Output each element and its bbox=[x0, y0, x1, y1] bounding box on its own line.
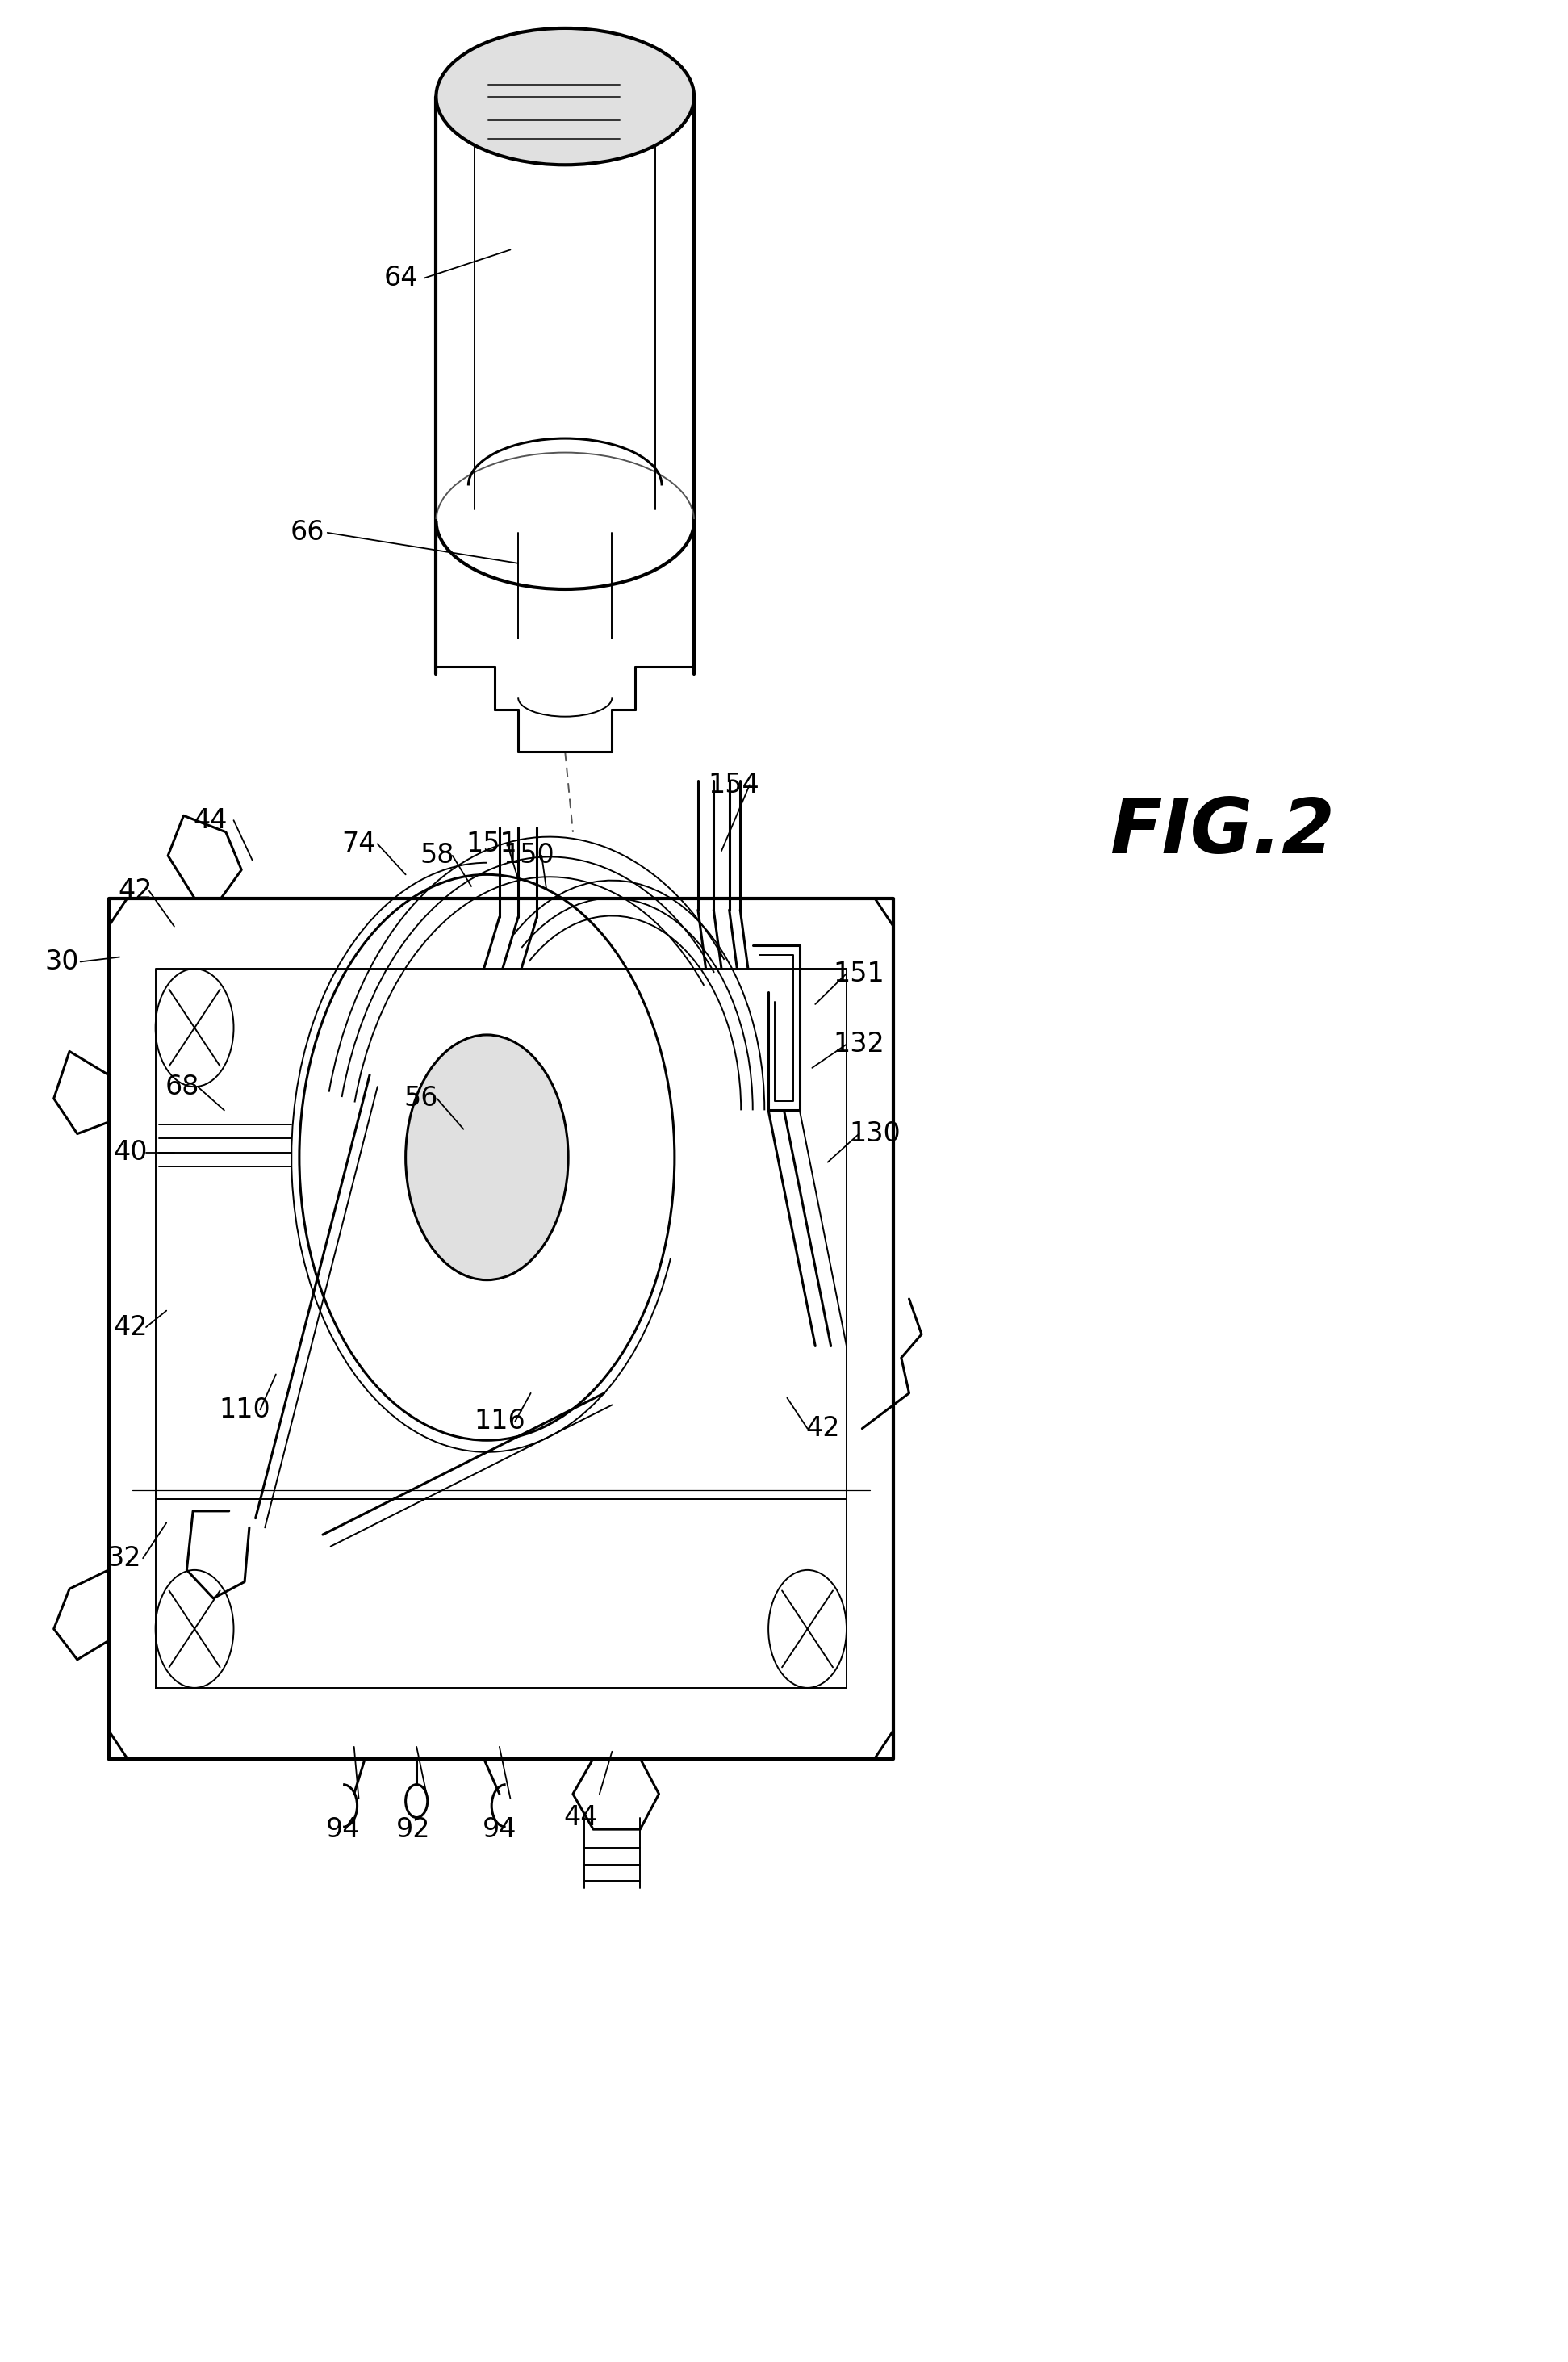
Ellipse shape bbox=[436, 28, 695, 165]
Text: 92: 92 bbox=[397, 1816, 431, 1842]
Text: FIG.2: FIG.2 bbox=[1109, 796, 1334, 869]
Text: 56: 56 bbox=[405, 1084, 439, 1113]
Text: 44: 44 bbox=[563, 1805, 597, 1831]
Text: 58: 58 bbox=[420, 843, 455, 869]
Text: 68: 68 bbox=[165, 1072, 199, 1101]
Text: 40: 40 bbox=[113, 1138, 147, 1167]
Text: 154: 154 bbox=[709, 772, 759, 798]
Text: 151: 151 bbox=[833, 961, 884, 987]
Text: 110: 110 bbox=[220, 1396, 270, 1422]
Ellipse shape bbox=[406, 1786, 428, 1816]
Text: 30: 30 bbox=[44, 950, 78, 976]
Text: 74: 74 bbox=[342, 831, 376, 857]
Text: 32: 32 bbox=[107, 1545, 141, 1571]
Text: 42: 42 bbox=[113, 1313, 147, 1342]
Text: 42: 42 bbox=[806, 1415, 840, 1441]
Ellipse shape bbox=[406, 1035, 568, 1280]
Text: 151: 151 bbox=[466, 831, 517, 857]
Text: 94: 94 bbox=[326, 1816, 361, 1842]
Text: 130: 130 bbox=[848, 1120, 900, 1148]
Text: 150: 150 bbox=[503, 843, 555, 869]
Text: 42: 42 bbox=[118, 879, 152, 905]
Text: 116: 116 bbox=[474, 1408, 525, 1434]
FancyBboxPatch shape bbox=[436, 97, 695, 522]
Text: 64: 64 bbox=[384, 265, 419, 291]
Text: 94: 94 bbox=[483, 1816, 516, 1842]
Text: 132: 132 bbox=[833, 1030, 884, 1058]
Text: 44: 44 bbox=[193, 808, 227, 834]
Text: 66: 66 bbox=[290, 520, 325, 546]
